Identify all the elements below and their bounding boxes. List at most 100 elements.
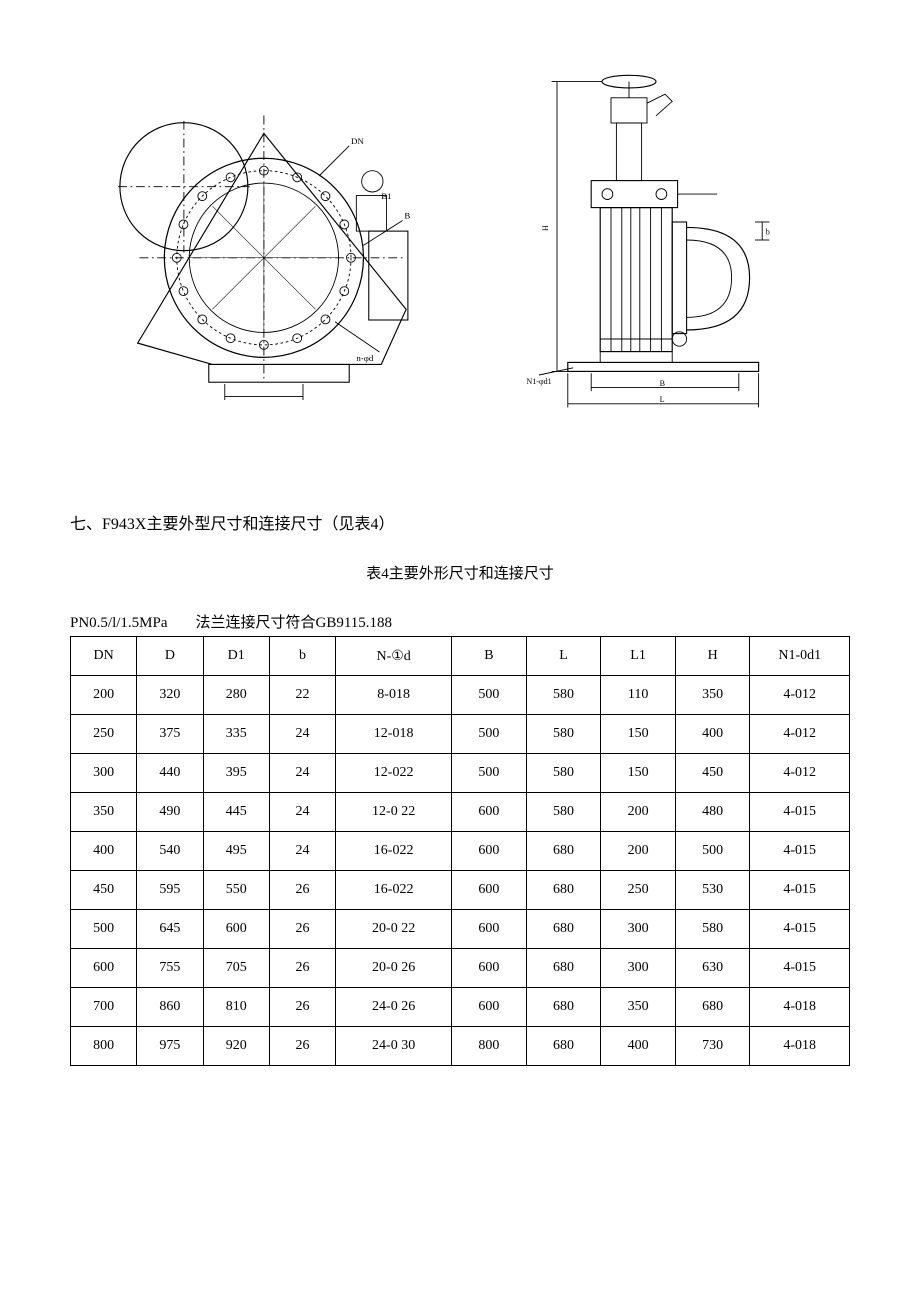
table-note-left: PN0.5/l/1.5MPa [70,615,168,631]
table-cell: 26 [269,1027,335,1066]
table-cell: 600 [452,832,527,871]
table-cell: 12-0 22 [336,793,452,832]
table-cell: 480 [675,793,750,832]
table-cell: 500 [675,832,750,871]
table-note-right: 法兰连接尺寸符合GB9115.188 [196,615,393,631]
diag-label-b-small: b [766,228,770,237]
table-cell: 645 [137,910,203,949]
table-cell: 730 [675,1027,750,1066]
table-cell: 450 [675,754,750,793]
table-cell: 580 [526,676,601,715]
table-cell: 600 [71,949,137,988]
table-cell: 705 [203,949,269,988]
diagram-right: H b N1-φd1 B L [480,60,850,420]
table-row: 6007557052620-0 266006803006304-015 [71,949,850,988]
table-cell: 440 [137,754,203,793]
table-cell: 280 [203,676,269,715]
diag-label-nd: n-φd [356,353,374,363]
table-row: 3004403952412-0225005801504504-012 [71,754,850,793]
col-header: D1 [203,637,269,676]
table-cell: 20-0 22 [336,910,452,949]
diag-label-b1: B1 [381,191,391,201]
diagram-left-svg: DN B1 B n-φd L1 [85,80,425,400]
table-cell: 4-018 [750,1027,850,1066]
table-cell: 4-015 [750,832,850,871]
table-cell: 26 [269,910,335,949]
table-cell: 580 [675,910,750,949]
table-cell: 24 [269,754,335,793]
table-cell: 350 [71,793,137,832]
table-cell: 445 [203,793,269,832]
table-cell: 500 [71,910,137,949]
table-cell: 4-012 [750,676,850,715]
table-cell: 450 [71,871,137,910]
table-cell: 26 [269,949,335,988]
dimension-table: DN D D1 b N-①d B L L1 H N1-0d1 200320280… [70,636,850,1066]
table-cell: 800 [71,1027,137,1066]
col-header: L [526,637,601,676]
table-cell: 12-022 [336,754,452,793]
table-cell: 350 [675,676,750,715]
table-cell: 600 [452,793,527,832]
diagram-left: DN B1 B n-φd L1 [70,80,440,400]
table-cell: 16-022 [336,871,452,910]
table-cell: 4-012 [750,715,850,754]
table-cell: 800 [452,1027,527,1066]
diag-label-l1: L1 [259,399,269,400]
table-cell: 300 [601,910,676,949]
table-cell: 400 [675,715,750,754]
table-cell: 540 [137,832,203,871]
table-cell: 600 [452,988,527,1027]
table-cell: 630 [675,949,750,988]
diagram-row: DN B1 B n-φd L1 [70,60,850,420]
table-row: 2503753352412-0185005801504004-012 [71,715,850,754]
table-cell: 600 [452,949,527,988]
table-cell: 600 [452,871,527,910]
table-cell: 4-015 [750,871,850,910]
table-cell: 22 [269,676,335,715]
table-cell: 300 [601,949,676,988]
table-cell: 600 [203,910,269,949]
table-row: 4505955502616-0226006802505304-015 [71,871,850,910]
table-cell: 680 [526,871,601,910]
table-cell: 495 [203,832,269,871]
table-row: 8009759202624-0 308006804007304-018 [71,1027,850,1066]
table-cell: 200 [601,793,676,832]
table-cell: 550 [203,871,269,910]
table-cell: 975 [137,1027,203,1066]
table-cell: 350 [601,988,676,1027]
diagram-right-svg: H b N1-φd1 B L [520,60,810,420]
table-cell: 20-0 26 [336,949,452,988]
table-body: 200320280228-0185005801103504-0122503753… [71,676,850,1066]
table-cell: 530 [675,871,750,910]
diag-label-n1d1: N1-φd1 [526,377,551,386]
table-cell: 400 [71,832,137,871]
table-cell: 300 [71,754,137,793]
table-cell: 4-018 [750,988,850,1027]
table-row: 4005404952416-0226006802005004-015 [71,832,850,871]
table-cell: 24-0 30 [336,1027,452,1066]
section-heading: 七、F943X主要外型尺寸和连接尺寸（见表4） [70,510,850,534]
col-header: L1 [601,637,676,676]
table-cell: 755 [137,949,203,988]
table-cell: 680 [526,1027,601,1066]
table-cell: 200 [601,832,676,871]
table-cell: 580 [526,715,601,754]
table-cell: 500 [452,676,527,715]
table-cell: 375 [137,715,203,754]
col-header: B [452,637,527,676]
table-cell: 16-022 [336,832,452,871]
col-header: D [137,637,203,676]
table-cell: 26 [269,988,335,1027]
table-cell: 110 [601,676,676,715]
table-cell: 4-015 [750,949,850,988]
table-cell: 680 [526,910,601,949]
table-cell: 600 [452,910,527,949]
table-row: 7008608102624-0 266006803506804-018 [71,988,850,1027]
table-cell: 24-0 26 [336,988,452,1027]
diag-label-h: H [541,225,550,231]
table-cell: 8-018 [336,676,452,715]
table-row: 200320280228-0185005801103504-012 [71,676,850,715]
table-cell: 680 [675,988,750,1027]
table-cell: 580 [526,793,601,832]
